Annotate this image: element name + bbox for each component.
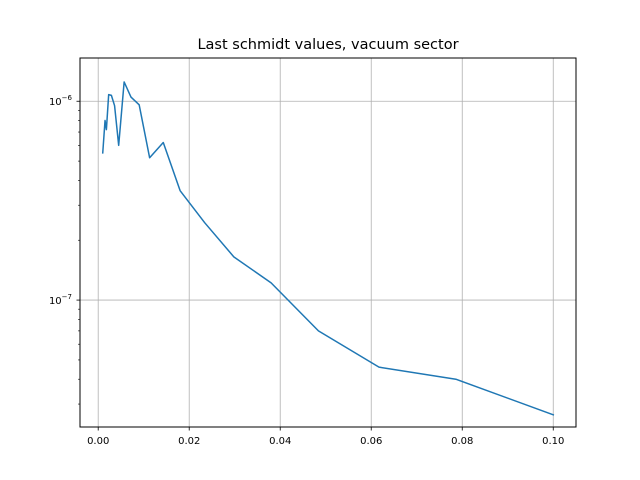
x-tick-label: 0.08 bbox=[451, 436, 473, 447]
y-tick-exponent: −6 bbox=[62, 94, 73, 102]
grid bbox=[80, 58, 576, 427]
x-tick-label: 0.00 bbox=[87, 436, 109, 447]
x-tick-label: 0.04 bbox=[269, 436, 291, 447]
y-tick-label: 10−7 bbox=[49, 293, 72, 307]
y-tick-base: 10 bbox=[49, 296, 62, 307]
x-tick-label: 0.02 bbox=[178, 436, 200, 447]
plot-frame bbox=[79, 57, 577, 428]
y-tick-base: 10 bbox=[49, 97, 62, 108]
y-tick-exponent: −7 bbox=[62, 293, 72, 301]
series-layer bbox=[101, 81, 555, 416]
x-axis: 0.00 0.02 0.04 0.06 0.08 0.10 bbox=[87, 427, 564, 447]
y-tick-label: 10−6 bbox=[49, 94, 73, 108]
x-tick-label: 0.10 bbox=[542, 436, 564, 447]
x-tick-label: 0.06 bbox=[360, 436, 382, 447]
series-line bbox=[101, 81, 555, 416]
y-axis: 10−710−6 bbox=[49, 94, 80, 405]
chart-title: Last schmidt values, vacuum sector bbox=[197, 37, 458, 53]
